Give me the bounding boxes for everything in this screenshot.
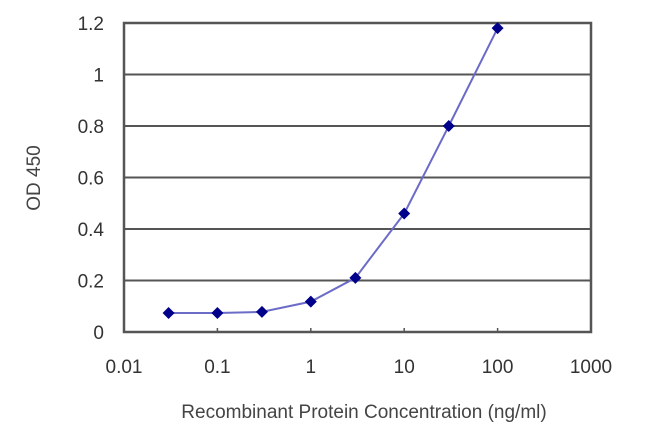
data-point-diamond-marker <box>491 22 504 35</box>
data-point-diamond-marker <box>255 305 268 318</box>
x-tick-label: 100 <box>482 357 514 378</box>
y-tick-label: 1.2 <box>78 14 104 35</box>
y-tick-label: 0.6 <box>78 169 104 190</box>
series-line <box>168 27 499 314</box>
x-tick-label: 0.01 <box>106 357 143 378</box>
data-point-diamond-marker <box>304 295 317 308</box>
x-tick-label: 0.1 <box>204 357 230 378</box>
y-tick-label: 0.4 <box>78 220 105 241</box>
y-tick-label: 0.8 <box>78 117 104 138</box>
data-point-diamond-marker <box>398 207 411 220</box>
x-axis-ticks <box>123 328 592 332</box>
x-tick-label: 1 <box>306 357 317 378</box>
data-point-diamond-marker <box>442 120 455 132</box>
plot-area-frame <box>122 21 593 334</box>
x-tick-label: 10 <box>394 357 415 378</box>
x-axis-tick-labels: 0.01 0.1 1 10 100 1000 <box>106 357 613 378</box>
y-tick-label: 1 <box>93 66 104 87</box>
data-point-markers <box>162 22 504 319</box>
data-point-diamond-marker <box>349 271 362 284</box>
horizontal-gridlines <box>124 22 591 282</box>
y-axis-title: OD 450 <box>24 145 45 210</box>
data-point-diamond-marker <box>162 306 175 319</box>
y-axis-tick-labels: 0 0.2 0.4 0.6 0.8 1 1.2 <box>78 14 105 344</box>
y-tick-label: 0 <box>93 323 104 344</box>
x-tick-label: 1000 <box>570 357 612 378</box>
y-tick-label: 0.2 <box>78 272 104 293</box>
data-point-diamond-marker <box>211 306 224 319</box>
x-axis-title: Recombinant Protein Concentration (ng/ml… <box>181 402 546 423</box>
